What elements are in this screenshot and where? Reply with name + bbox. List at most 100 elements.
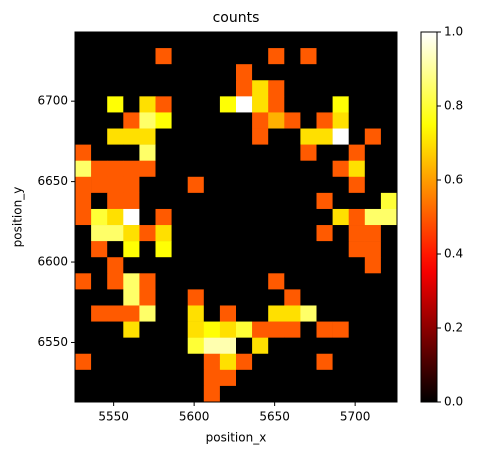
heatmap-cell: [107, 176, 124, 194]
heatmap-cell: [107, 321, 124, 338]
heatmap-cell: [332, 257, 349, 274]
heatmap-cell: [284, 289, 301, 306]
heatmap-cell: [252, 257, 269, 274]
heatmap-cell: [139, 353, 156, 371]
heatmap-cell: [268, 128, 285, 145]
heatmap-cell: [91, 225, 108, 242]
heatmap-cell: [300, 64, 317, 81]
heatmap-cell: [187, 96, 205, 113]
heatmap-cell: [380, 289, 398, 306]
heatmap-cell: [300, 80, 317, 97]
y-axis-label: position_y: [11, 187, 25, 248]
heatmap-cell: [268, 385, 285, 403]
colorbar: [420, 31, 438, 403]
heatmap-cell: [380, 273, 398, 290]
heatmap-cell: [284, 208, 301, 226]
heatmap-cell: [91, 144, 108, 161]
heatmap-cell: [252, 289, 269, 306]
heatmap-cell: [187, 225, 205, 242]
heatmap-cell: [155, 241, 172, 258]
heatmap-cell: [236, 257, 253, 274]
heatmap-cell: [364, 225, 382, 242]
heatmap-cell: [316, 80, 333, 97]
heatmap-cell: [91, 257, 108, 274]
heatmap-cell: [107, 160, 124, 178]
heatmap-cell: [171, 337, 188, 355]
heatmap-cell: [316, 353, 333, 371]
heatmap-cell: [348, 176, 366, 194]
heatmap-cell: [171, 128, 188, 145]
heatmap-cell: [171, 96, 188, 113]
heatmap-cell: [348, 48, 366, 65]
heatmap-cell: [123, 192, 140, 210]
heatmap-cell: [155, 176, 172, 194]
heatmap-cell: [91, 385, 108, 403]
heatmap-cell: [203, 128, 221, 145]
heatmap-cell: [187, 321, 205, 338]
heatmap-cell: [75, 369, 92, 387]
x-tick-label: 5550: [98, 410, 129, 424]
heatmap-cell: [380, 128, 398, 145]
heatmap-cell: [123, 144, 140, 161]
heatmap-cell: [316, 208, 333, 226]
heatmap-cell: [252, 369, 269, 387]
heatmap-cell: [139, 337, 156, 355]
heatmap-cell: [236, 96, 253, 113]
heatmap-cell: [316, 225, 333, 242]
heatmap-cell: [252, 48, 269, 65]
heatmap-cell: [348, 257, 366, 274]
heatmap-cell: [75, 80, 92, 97]
heatmap-cell: [284, 144, 301, 161]
heatmap-cell: [332, 369, 349, 387]
heatmap-cell: [380, 241, 398, 258]
heatmap-cell: [236, 128, 253, 145]
colorbar-tick-label: 0.8: [444, 99, 463, 113]
heatmap-cell: [155, 337, 172, 355]
heatmap-cell: [123, 241, 140, 258]
heatmap-cell: [171, 80, 188, 97]
heatmap-cell: [300, 160, 317, 178]
heatmap-cell: [252, 273, 269, 290]
heatmap-cell: [91, 64, 108, 81]
heatmap-cell: [284, 337, 301, 355]
heatmap-cell: [332, 96, 349, 113]
heatmap-cell: [364, 176, 382, 194]
heatmap-cell: [139, 225, 156, 242]
heatmap-cell: [364, 289, 382, 306]
heatmap-cell: [203, 48, 221, 65]
heatmap-cell: [236, 305, 253, 322]
heatmap-cell: [284, 160, 301, 178]
heatmap-cell: [139, 48, 156, 65]
heatmap-cell: [268, 241, 285, 258]
heatmap-cell: [171, 321, 188, 338]
heatmap-cell: [364, 273, 382, 290]
heatmap-cell: [380, 144, 398, 161]
heatmap-cell: [203, 225, 221, 242]
heatmap-cell: [139, 273, 156, 290]
heatmap-cell: [348, 289, 366, 306]
heatmap-cell: [91, 353, 108, 371]
heatmap-cell: [348, 385, 366, 403]
heatmap-cell: [139, 241, 156, 258]
heatmap-cell: [364, 353, 382, 371]
heatmap-cell: [91, 369, 108, 387]
heatmap-cell: [155, 257, 172, 274]
heatmap-cell: [236, 321, 253, 338]
heatmap-cell: [252, 144, 269, 161]
heatmap-cell: [348, 128, 366, 145]
heatmap-cell: [139, 32, 156, 49]
heatmap-cell: [364, 369, 382, 387]
heatmap-cell: [252, 112, 269, 129]
heatmap-cell: [348, 369, 366, 387]
heatmap-cell: [107, 305, 124, 322]
heatmap-cell: [252, 305, 269, 322]
heatmap-cell: [91, 273, 108, 290]
heatmap-cell: [155, 289, 172, 306]
colorbar-tick-label: 0.0: [444, 395, 463, 409]
heatmap-cell: [364, 64, 382, 81]
heatmap-cell: [364, 32, 382, 49]
heatmap-cell: [300, 176, 317, 194]
heatmap-cell: [284, 128, 301, 145]
heatmap-cell: [300, 225, 317, 242]
heatmap-cell: [91, 112, 108, 129]
